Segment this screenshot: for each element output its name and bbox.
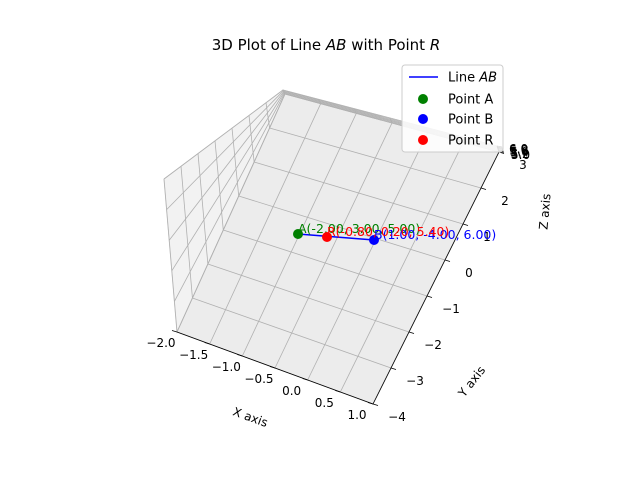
y-tick-label: 1 — [483, 230, 491, 244]
grid-line-y-floor — [269, 127, 482, 189]
y-tick-label: −4 — [388, 410, 406, 424]
z-tick-label: 6.0 — [509, 142, 528, 156]
grid-line-y-side — [265, 102, 270, 129]
grid-line-z-side — [163, 89, 284, 180]
grid-line-y-floor — [192, 297, 392, 369]
grid-line-y-floor — [254, 161, 464, 225]
z-tick-label: 5.0 — [511, 148, 530, 162]
y-axis-line — [372, 151, 500, 405]
y-tick-mark — [462, 223, 469, 226]
x-tick-mark — [367, 402, 374, 405]
grid-line-x-floor — [209, 103, 322, 345]
label-point-b: B(1.00, -4.00, 6.00) — [374, 227, 496, 242]
x-tick-label: 0.5 — [315, 396, 334, 410]
marker-point-a — [293, 229, 303, 239]
x-tick-label: −0.5 — [244, 372, 273, 386]
legend-point-a-label: Point A — [448, 93, 493, 108]
marker-point-b — [369, 235, 379, 245]
z-tick-label: 5.4 — [510, 146, 529, 160]
chart-title: 3D Plot of Line AB with Point R — [212, 36, 441, 54]
legend-point-a-marker — [418, 94, 428, 104]
y-tick-mark — [426, 295, 433, 298]
marker-point-r — [322, 232, 332, 242]
grid-line-y-side — [231, 128, 240, 197]
grid-line-y-side — [180, 166, 193, 299]
legend-frame — [401, 64, 504, 153]
x-tick-mark — [204, 342, 210, 345]
x-tick-mark — [269, 366, 276, 369]
y-tick-label: −2 — [424, 338, 442, 352]
grid-line-y-side — [248, 115, 255, 163]
y-tick-label: −3 — [406, 374, 424, 388]
grid-line-z-side — [171, 92, 285, 272]
line-ab — [297, 233, 375, 241]
y-tick-mark — [444, 259, 451, 262]
x-tick-mark — [171, 330, 178, 333]
y-tick-label: −1 — [442, 302, 460, 316]
z-tick-label: 5.2 — [511, 147, 530, 161]
legend-point-r-label: Point R — [448, 134, 493, 149]
x-tick-mark — [335, 390, 341, 393]
z-tick-label: 5.8 — [509, 143, 528, 157]
legend-line-label: Line AB — [448, 71, 497, 86]
x-tick-label: 0.0 — [282, 384, 301, 398]
legend-line-prefix: Line — [448, 71, 479, 86]
title-prefix: 3D Plot of Line — [212, 36, 326, 54]
grid-line-z-side — [166, 90, 284, 210]
legend: Line AB Point A Point B Point R — [401, 64, 504, 153]
z-axis-label: Z axis — [536, 193, 553, 230]
y-tick-mark — [372, 403, 379, 406]
grid-line-y-side — [163, 178, 178, 333]
grid-line-y-side — [197, 153, 209, 265]
plot-data: A(-2.00, 3.00, 5.00)B(1.00, -4.00, 6.00)… — [293, 221, 496, 245]
x-tick-label: −1.0 — [212, 360, 241, 374]
grid-line-y-floor — [207, 263, 410, 333]
x-tick-mark — [237, 354, 243, 357]
x-tick-mark — [302, 378, 308, 381]
x-tick-label: −1.5 — [179, 348, 208, 362]
legend-line-math: AB — [478, 71, 497, 86]
grid-line-z-side — [174, 93, 285, 302]
legend-point-b-marker — [418, 114, 428, 124]
z-tick-label: 5.6 — [510, 144, 529, 158]
grid-line-x-floor — [274, 122, 393, 369]
label-point-r: R(-0.80, 0.20, 5.40) — [327, 224, 449, 239]
legend-point-r-marker — [418, 135, 428, 145]
grid-line-y-side — [214, 140, 224, 231]
y-tick-mark — [408, 331, 415, 334]
y-tick-label: 2 — [501, 194, 509, 208]
y-tick-label: 3 — [519, 158, 527, 172]
grid-line-x-floor — [307, 132, 429, 381]
y-tick-mark — [390, 367, 397, 370]
x-tick-label: 1.0 — [347, 408, 366, 422]
legend-point-b-label: Point B — [448, 113, 493, 128]
grid-line-z-side — [168, 91, 285, 241]
grid-line-x-floor — [339, 142, 464, 393]
axes-3d: −2.0 −1.5 −1.0−0.5 0.0 0.5 1.0 −4 −3 −2 −1 0 1 2 35.0… — [146, 89, 554, 430]
title-mid: with Point — [346, 36, 429, 54]
title-ab: AB — [325, 36, 347, 54]
y-tick-label: 0 — [465, 266, 473, 280]
grid-line-y-floor — [238, 195, 446, 261]
title-r: R — [430, 36, 440, 54]
y-tick-mark — [480, 187, 487, 190]
grid-line-z-side — [176, 93, 286, 333]
x-tick-label: −2.0 — [146, 336, 175, 350]
grid-line-y-floor — [223, 229, 428, 297]
